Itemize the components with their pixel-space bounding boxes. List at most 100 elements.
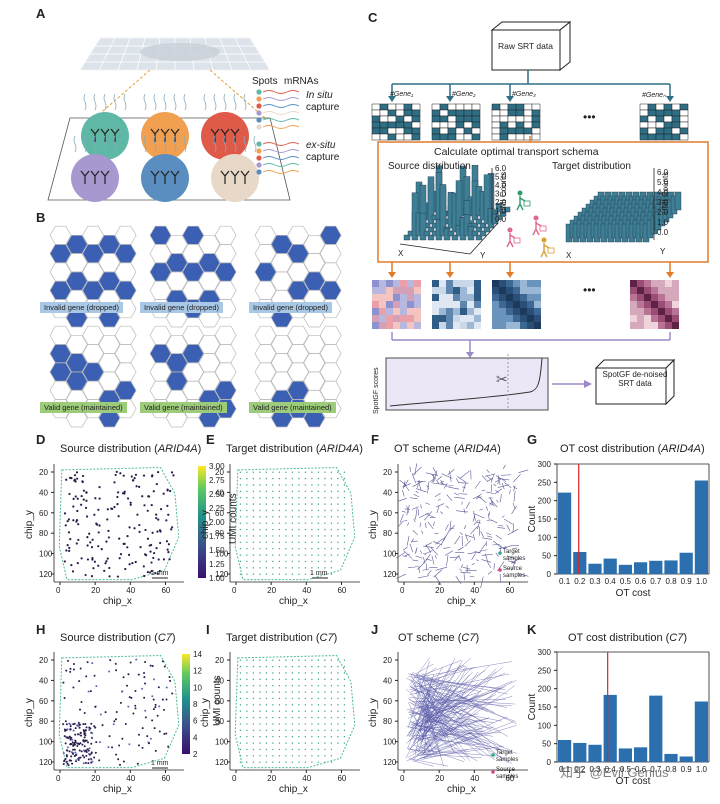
y-tick-label: 20 [215, 468, 224, 477]
target-sample [298, 672, 300, 674]
transport-arrow [416, 663, 434, 674]
source-sample [93, 674, 96, 677]
target-sample [304, 535, 307, 537]
transport-arrow [454, 496, 465, 499]
target-sample [291, 691, 294, 693]
transport-arrow [426, 484, 430, 490]
target-sample [259, 691, 261, 693]
target-sample [311, 522, 313, 524]
transport-heatmap-cell [432, 294, 439, 301]
capture-label-1: capture [306, 102, 340, 113]
source-sample [131, 479, 135, 482]
svg-text:3.0: 3.0 [657, 198, 669, 207]
source-sample [72, 729, 75, 732]
target-sample [259, 742, 261, 744]
transport-heatmap-cell [637, 287, 644, 294]
source-sample [126, 534, 129, 538]
x-tick-label: 0.5 [620, 577, 632, 586]
transport-arrow [464, 525, 467, 530]
transport-arrow [423, 705, 457, 718]
source-sample [123, 492, 126, 495]
source-bar [427, 234, 435, 241]
target-sample [259, 748, 261, 751]
source-sample [136, 762, 139, 765]
target-sample [330, 736, 333, 738]
source-sample [138, 733, 141, 736]
source-sample [118, 744, 121, 747]
target-sample [278, 567, 281, 569]
transport-arrow [399, 479, 407, 486]
source-sample [156, 714, 159, 717]
transport-arrow [481, 489, 486, 492]
y-tick-label: 80 [39, 717, 48, 726]
x-tick-label: 40 [470, 586, 479, 595]
target-sample [343, 665, 346, 668]
target-sample [311, 761, 313, 763]
target-sample [239, 691, 242, 693]
target-sample [317, 554, 320, 556]
target-sample [337, 697, 339, 700]
target-sample [259, 710, 261, 712]
source-sample [83, 740, 86, 743]
target-sample [246, 704, 248, 706]
source-sample [96, 523, 99, 526]
source-sample [166, 489, 169, 492]
transport-arrow [497, 480, 500, 485]
svg-text:Y: Y [660, 247, 666, 256]
transport-arrow [404, 553, 411, 557]
target-sample [265, 742, 268, 744]
source-sample [126, 546, 129, 549]
colorbar-tick: 10 [193, 683, 202, 692]
transport-arrow [411, 472, 417, 484]
source-sample [75, 471, 79, 474]
transport-heatmap-cell [407, 315, 414, 322]
source-sample [116, 575, 120, 578]
transport-arrow [484, 553, 489, 566]
target-sample [285, 704, 287, 706]
target-sample [298, 509, 300, 512]
target-sample [317, 691, 320, 693]
y-tick-label: 40 [39, 676, 48, 685]
target-sample [324, 761, 326, 763]
source-bar [403, 234, 411, 241]
source-sample [126, 684, 129, 687]
target-sample [265, 490, 268, 493]
target-sample [259, 716, 261, 719]
transport-heatmap-cell [672, 301, 679, 308]
source-sample [147, 495, 150, 498]
transport-heatmap-cell [520, 308, 527, 315]
target-sample [265, 678, 268, 681]
source-sample [83, 756, 86, 759]
source-sample [88, 728, 91, 731]
source-sample [165, 686, 168, 689]
source-sample [108, 735, 111, 738]
svg-text:2.0: 2.0 [495, 198, 507, 207]
x-tick-label: 60 [505, 586, 514, 595]
transport-arrow [411, 506, 419, 510]
ot-cost-bar [664, 753, 678, 762]
source-sample [85, 726, 88, 729]
target-sample [272, 672, 274, 674]
target-sample [298, 678, 300, 681]
source-bar [475, 226, 483, 233]
transport-heatmap-cell [414, 287, 421, 294]
target-sample [285, 516, 287, 518]
target-sample [265, 522, 268, 524]
svg-text:UMI Counts: UMI Counts [499, 172, 508, 214]
source-sample [76, 509, 79, 513]
transport-arrow [473, 519, 479, 526]
target-sample [265, 704, 268, 706]
transport-arrow [415, 721, 514, 761]
target-sample [265, 665, 268, 668]
transport-arrow [513, 485, 516, 492]
transport-arrow [454, 535, 461, 545]
transport-arrow [459, 470, 470, 479]
transport-heatmap-cell [446, 308, 453, 315]
transport-arrow [407, 522, 410, 526]
svg-text:2.0: 2.0 [657, 208, 669, 217]
target-sample [291, 755, 294, 757]
panel-letter-j: J [371, 622, 379, 637]
x-tick-label: 0.6 [635, 577, 647, 586]
panel-e-title: Target distribution (ARID4A) [226, 443, 363, 455]
y-tick-label: 80 [215, 529, 224, 538]
